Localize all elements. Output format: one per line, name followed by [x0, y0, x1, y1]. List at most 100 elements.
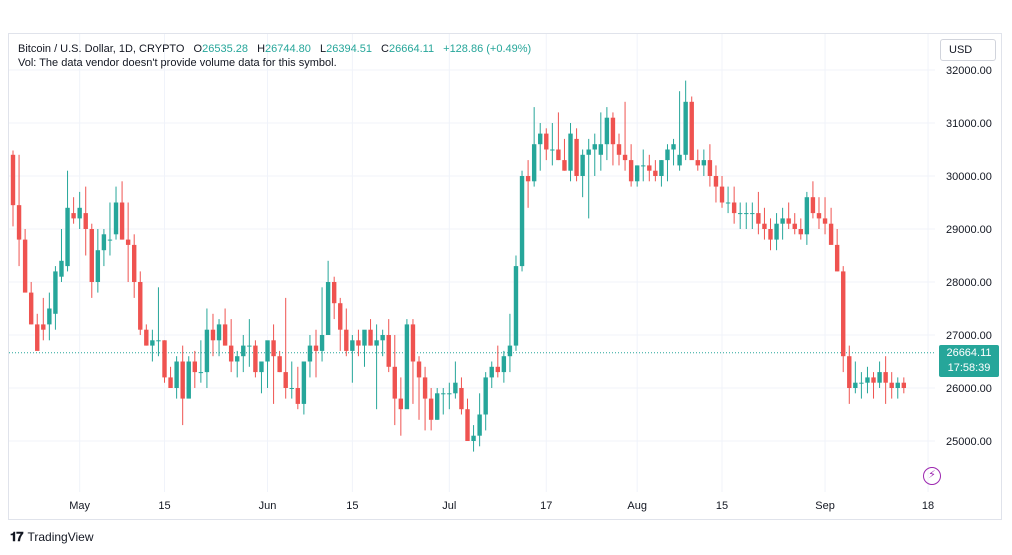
- candle-body: [283, 372, 288, 388]
- candle-body: [77, 207, 82, 219]
- candle-body: [592, 144, 597, 150]
- candle: [465, 398, 470, 441]
- candle: [877, 361, 882, 388]
- candle: [416, 356, 422, 420]
- currency-button[interactable]: USD: [940, 39, 996, 61]
- candle: [538, 123, 543, 171]
- candle: [83, 186, 88, 256]
- candle: [834, 229, 840, 272]
- change-value: +128.86 (+0.49%): [443, 43, 532, 55]
- candle-body: [786, 218, 791, 224]
- candle: [28, 282, 34, 325]
- tradingview-name: TradingView: [27, 530, 94, 544]
- candle-body: [804, 197, 810, 235]
- candle: [507, 313, 513, 373]
- lightning-icon[interactable]: ⚡: [923, 467, 941, 485]
- candle-body: [453, 382, 458, 394]
- candle: [235, 350, 240, 378]
- candle: [798, 218, 803, 240]
- candle-body: [247, 345, 252, 347]
- candle-body: [16, 205, 22, 240]
- candle-body: [483, 377, 488, 415]
- candle: [641, 149, 646, 182]
- candle: [216, 319, 222, 357]
- candle-body: [144, 329, 149, 346]
- candle-body: [210, 329, 216, 341]
- candle-body: [307, 345, 313, 362]
- candle: [344, 308, 349, 357]
- candle: [435, 388, 440, 420]
- candle-body: [435, 393, 440, 420]
- candle-body: [489, 366, 494, 378]
- candle: [289, 361, 294, 399]
- candle: [301, 361, 307, 415]
- candle-body: [156, 340, 161, 342]
- y-axis-ticks: 25000.00 26000.00 27000.00 28000.00 29000.00…: [946, 65, 992, 448]
- candle-body: [132, 244, 137, 282]
- candle-body: [841, 271, 846, 357]
- open-value: 26535.28: [202, 43, 248, 55]
- candle-body: [350, 340, 355, 351]
- candle: [725, 186, 731, 214]
- candle: [253, 340, 258, 378]
- candle-body: [125, 239, 131, 245]
- candle-body: [750, 213, 755, 215]
- candle: [756, 191, 761, 235]
- candle: [828, 207, 834, 245]
- candle-body: [95, 250, 101, 282]
- candle-body: [150, 340, 155, 346]
- candle-body: [598, 144, 604, 155]
- candle: [556, 112, 561, 161]
- y-tick-label: 25000.00: [946, 436, 992, 448]
- candle: [604, 107, 610, 161]
- candle: [653, 160, 658, 182]
- candle-body: [398, 398, 404, 410]
- candle-body: [738, 213, 743, 215]
- candle: [816, 197, 822, 229]
- candle-body: [174, 361, 179, 388]
- candle-body: [138, 282, 143, 330]
- candle-body: [228, 345, 234, 362]
- candle: [241, 335, 246, 373]
- candle: [744, 202, 749, 229]
- candle-body: [41, 324, 46, 330]
- candle-body: [519, 176, 525, 267]
- tradingview-branding[interactable]: 𝟏𝟕 TradingView: [10, 529, 94, 545]
- candle-body: [525, 176, 531, 182]
- candle: [325, 260, 331, 335]
- candle: [841, 266, 846, 373]
- candle-body: [356, 340, 361, 346]
- candle-body: [762, 223, 767, 229]
- candle-body: [198, 372, 204, 374]
- candle-body: [744, 213, 749, 215]
- candle-body: [204, 329, 210, 373]
- candle-body: [71, 213, 76, 219]
- y-tick-label: 31000.00: [946, 118, 992, 130]
- candle: [865, 366, 870, 394]
- candle: [780, 207, 785, 240]
- candle-body: [53, 271, 58, 314]
- candle-body: [404, 324, 410, 410]
- candle-body: [47, 308, 52, 325]
- candle-body: [368, 329, 373, 346]
- candle: [53, 266, 58, 330]
- candle: [156, 287, 161, 357]
- candle: [895, 377, 900, 399]
- candle: [453, 361, 458, 399]
- candle: [228, 319, 234, 373]
- candle-body: [725, 202, 731, 204]
- candle-body: [653, 170, 658, 176]
- candle: [568, 123, 573, 182]
- candle: [380, 329, 385, 357]
- candle: [707, 144, 713, 187]
- candle: [713, 165, 719, 203]
- candle-body: [871, 377, 876, 383]
- candle: [871, 372, 876, 399]
- candle: [174, 356, 179, 399]
- candle: [16, 154, 22, 267]
- candle: [580, 149, 585, 198]
- candle: [338, 297, 343, 351]
- candle: [586, 138, 591, 219]
- candle-body: [665, 149, 670, 161]
